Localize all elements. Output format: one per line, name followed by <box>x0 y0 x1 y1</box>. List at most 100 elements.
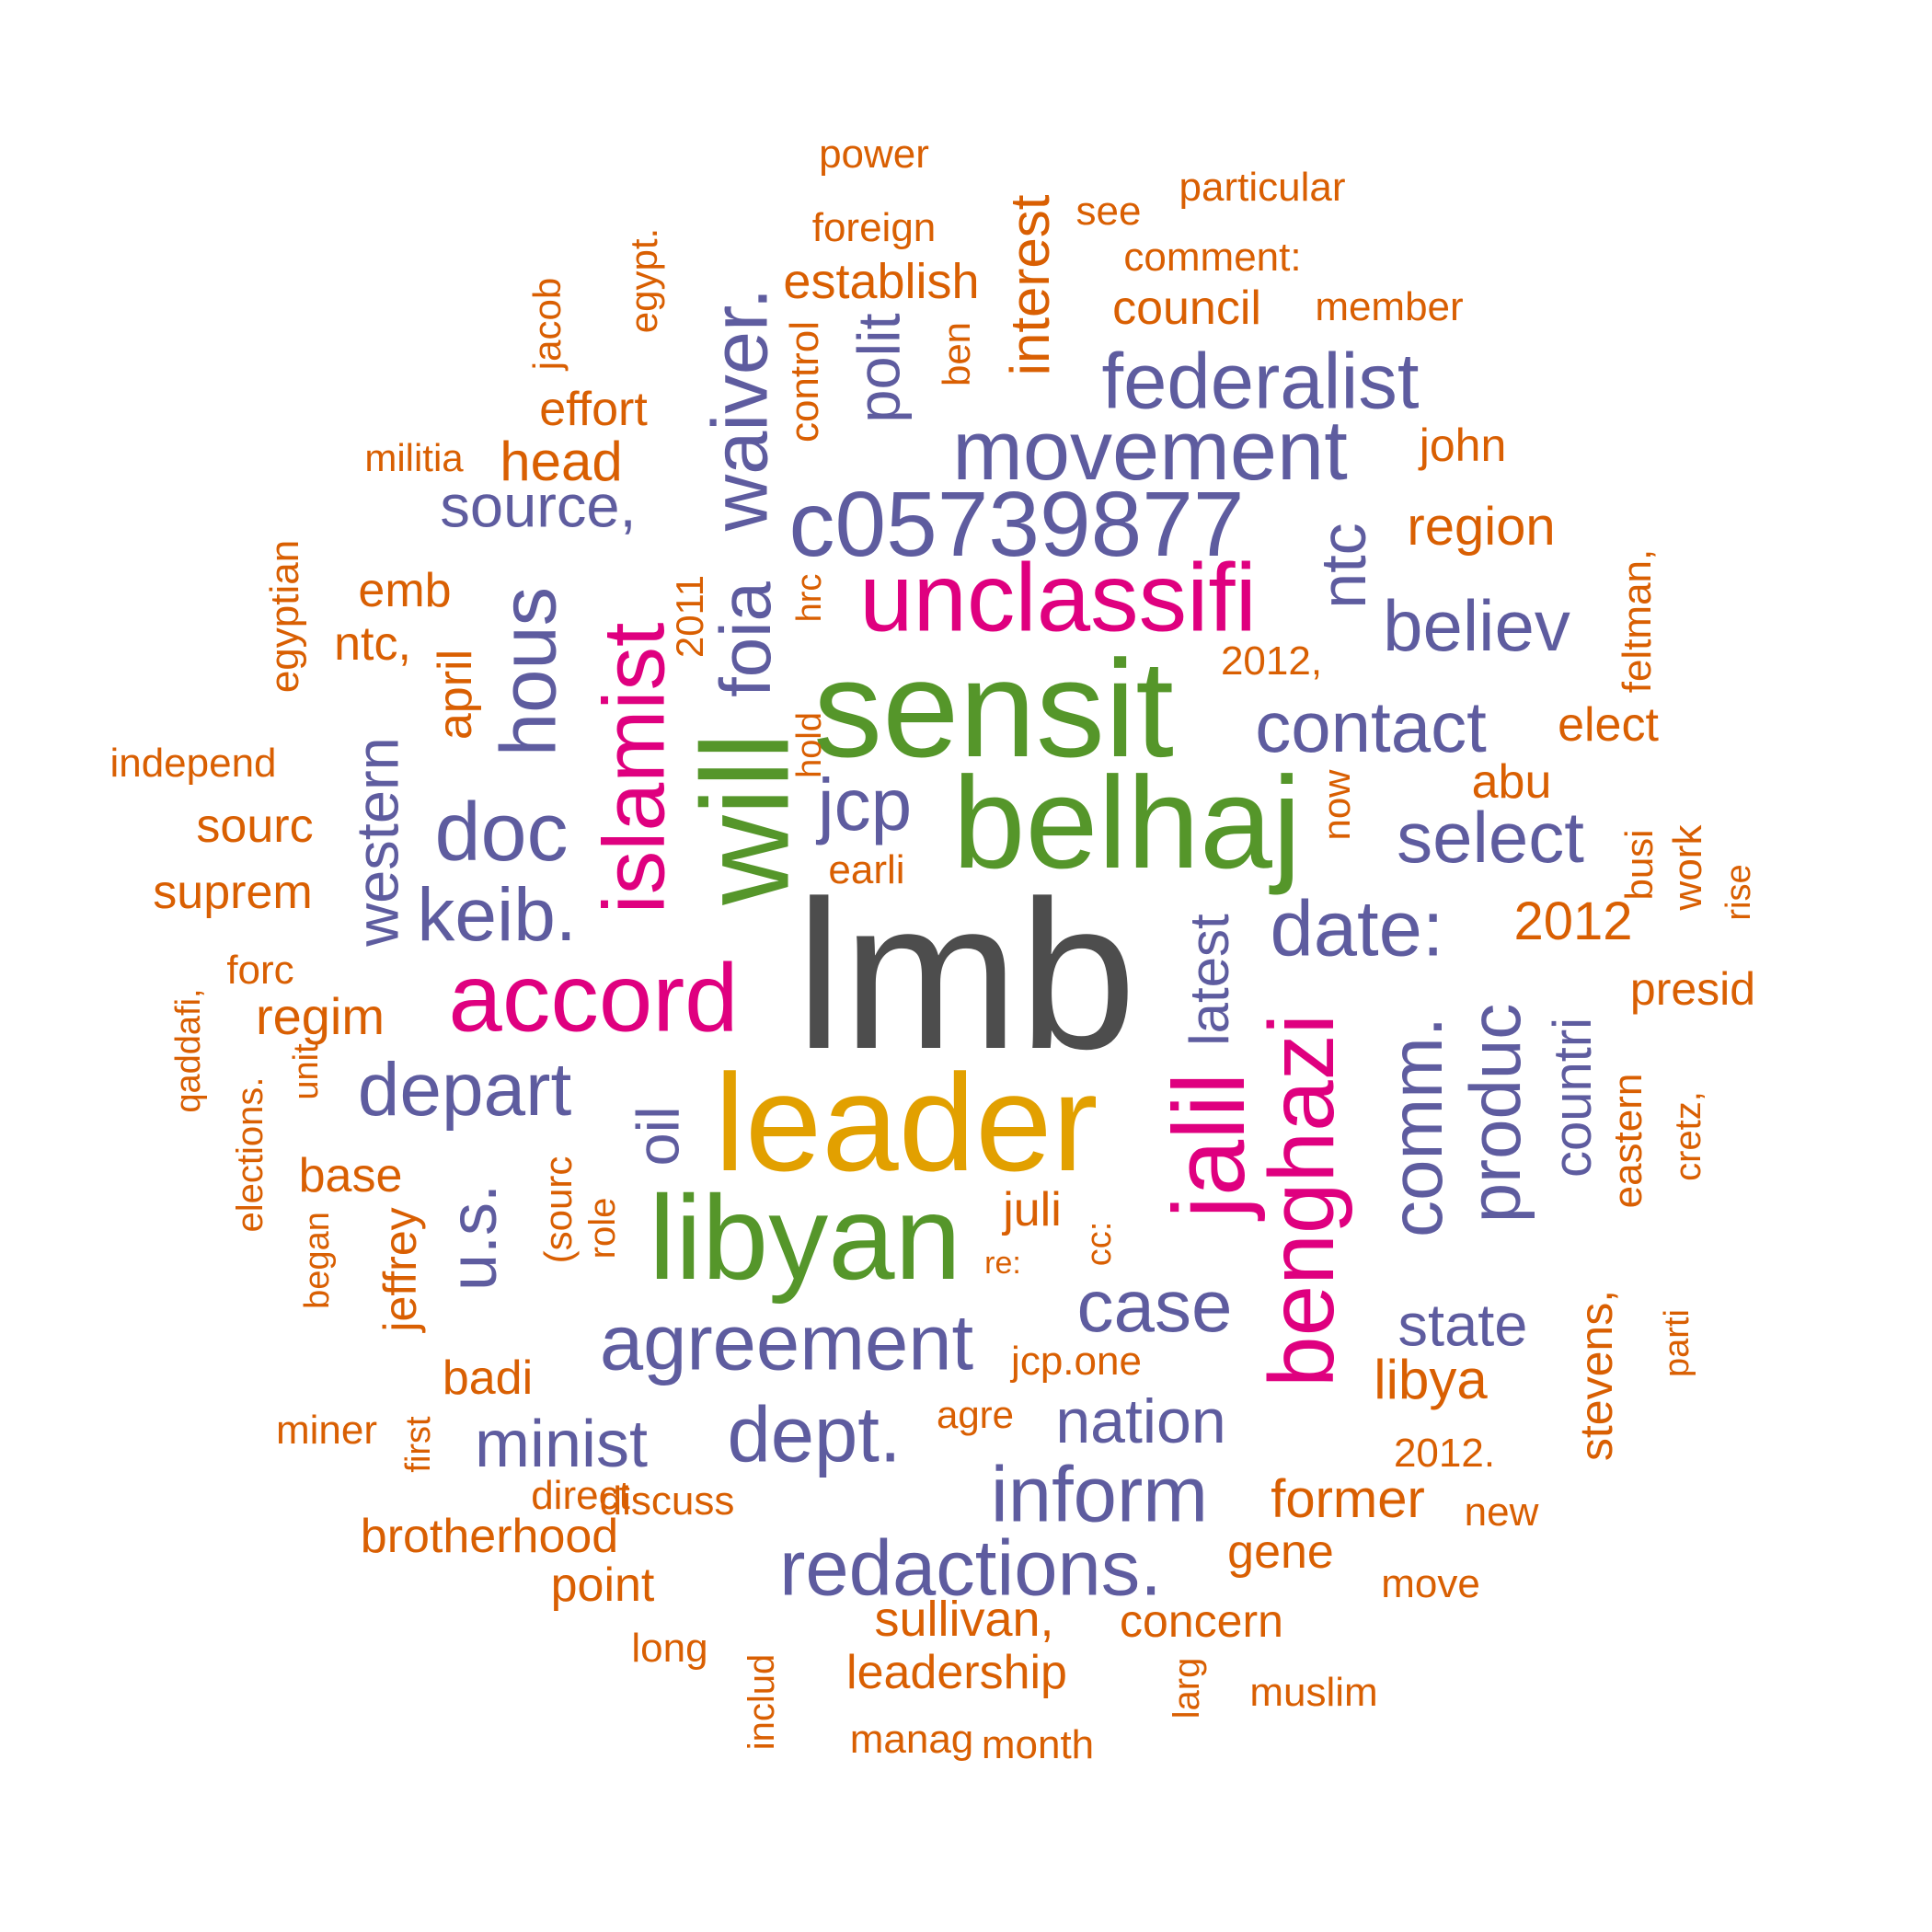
word-86: elections. <box>230 1076 270 1233</box>
word-121: manag <box>849 1717 974 1762</box>
word-22: select <box>1397 797 1584 878</box>
word-41: inform <box>990 1451 1209 1539</box>
word-100: badi <box>442 1351 534 1405</box>
word-64: hrc <box>790 573 829 623</box>
word-30: u.s. <box>437 1183 511 1292</box>
word-65: 2011 <box>668 574 711 659</box>
word-45: foreign <box>811 205 937 250</box>
word-32: case <box>1076 1265 1233 1347</box>
word-118: leadership <box>846 1646 1067 1699</box>
word-62: egyptian <box>262 539 307 694</box>
word-63: emb <box>358 564 452 617</box>
word-54: control <box>782 320 827 443</box>
word-12: movement <box>952 404 1348 498</box>
word-120: muslim <box>1249 1670 1378 1715</box>
word-20: believ <box>1383 585 1570 666</box>
word-66: ntc, <box>334 617 411 671</box>
word-19: ntc <box>1307 523 1379 609</box>
word-114: sullivan, <box>874 1592 1054 1647</box>
word-47: interest <box>999 194 1061 376</box>
word-78: earli <box>828 847 905 892</box>
word-91: juli <box>1003 1183 1062 1236</box>
word-116: long <box>631 1626 708 1671</box>
word-40: nation <box>1055 1386 1226 1456</box>
word-49: establish <box>783 254 980 309</box>
word-35: produc <box>1455 1003 1535 1224</box>
word-50: egypt. <box>622 227 665 334</box>
word-108: former <box>1271 1469 1425 1529</box>
word-51: jacob <box>525 277 569 371</box>
word-36: countri <box>1543 1017 1603 1179</box>
word-94: jeffrey <box>374 1207 426 1332</box>
word-42: redactions. <box>779 1524 1162 1613</box>
word-105: 2012. <box>1393 1431 1496 1476</box>
word-4: libyan <box>649 1170 961 1305</box>
word-15: foia <box>705 581 786 697</box>
word-68: 2012, <box>1220 638 1323 684</box>
word-52: council <box>1112 282 1261 335</box>
word-109: new <box>1464 1489 1539 1535</box>
word-76: busi <box>1617 829 1661 901</box>
word-77: suprem <box>153 866 313 919</box>
word-8: islamist <box>585 622 684 914</box>
word-70: elect <box>1558 698 1659 752</box>
word-87: cretz, <box>1668 1091 1708 1181</box>
word-55: ben <box>935 321 978 387</box>
word-88: eastern <box>1605 1073 1650 1209</box>
word-1: leader <box>714 1045 1098 1200</box>
word-34: comm. <box>1375 1017 1457 1237</box>
word-60: region <box>1407 497 1556 557</box>
word-24: jcp <box>817 764 913 845</box>
word-111: gene <box>1227 1525 1334 1579</box>
word-14: waiver. <box>696 287 785 532</box>
word-69: hold <box>790 712 829 778</box>
word-71: independ <box>109 741 277 786</box>
word-5: will <box>675 732 815 905</box>
word-3: belhaj <box>952 750 1302 896</box>
word-75: work <box>1665 824 1710 911</box>
word-122: month <box>981 1722 1095 1767</box>
word-102: agre <box>936 1393 1015 1436</box>
word-21: contact <box>1255 686 1487 767</box>
word-112: point <box>550 1558 655 1612</box>
word-9: jalil <box>1153 1072 1266 1219</box>
word-0: lmb <box>795 857 1137 1093</box>
word-38: minist <box>474 1408 649 1481</box>
word-93: role <box>582 1197 623 1259</box>
word-37: state <box>1397 1291 1528 1359</box>
word-80: 2012 <box>1513 891 1633 951</box>
word-11: c05739877 <box>788 473 1245 576</box>
word-17: source, <box>440 472 637 540</box>
word-98: stevens, <box>1570 1289 1622 1462</box>
word-7: accord <box>448 944 739 1052</box>
word-113: move <box>1381 1561 1480 1606</box>
word-107: discuss <box>599 1478 735 1524</box>
word-58: head <box>500 431 623 492</box>
word-48: comment: <box>1123 235 1302 280</box>
word-74: now <box>1315 769 1358 841</box>
word-119: larg <box>1167 1657 1207 1719</box>
word-28: depart <box>357 1048 572 1132</box>
word-43: power <box>819 132 929 177</box>
word-99: jcp.one <box>1011 1339 1142 1384</box>
word-39: dept. <box>727 1391 902 1479</box>
word-61: feltman, <box>1615 548 1660 694</box>
word-81: forc <box>226 948 294 993</box>
word-90: (sourc <box>536 1156 580 1264</box>
word-84: regim <box>255 987 385 1045</box>
word-16: hous <box>485 586 573 757</box>
word-44: particular <box>1179 165 1346 210</box>
word-72: abu <box>1471 755 1552 809</box>
word-104: first <box>399 1416 438 1473</box>
word-97: parti <box>1658 1309 1696 1377</box>
word-18: polit <box>845 313 913 423</box>
word-31: agreement <box>599 1299 974 1387</box>
word-103: miner <box>275 1408 378 1453</box>
word-79: rise <box>1719 864 1758 921</box>
word-85: unit <box>287 1043 326 1100</box>
word-23: date: <box>1270 885 1444 973</box>
word-95: cc: <box>1080 1221 1119 1267</box>
word-92: began <box>298 1212 337 1309</box>
word-2: sensit <box>813 631 1174 786</box>
word-117: includ <box>742 1653 782 1751</box>
